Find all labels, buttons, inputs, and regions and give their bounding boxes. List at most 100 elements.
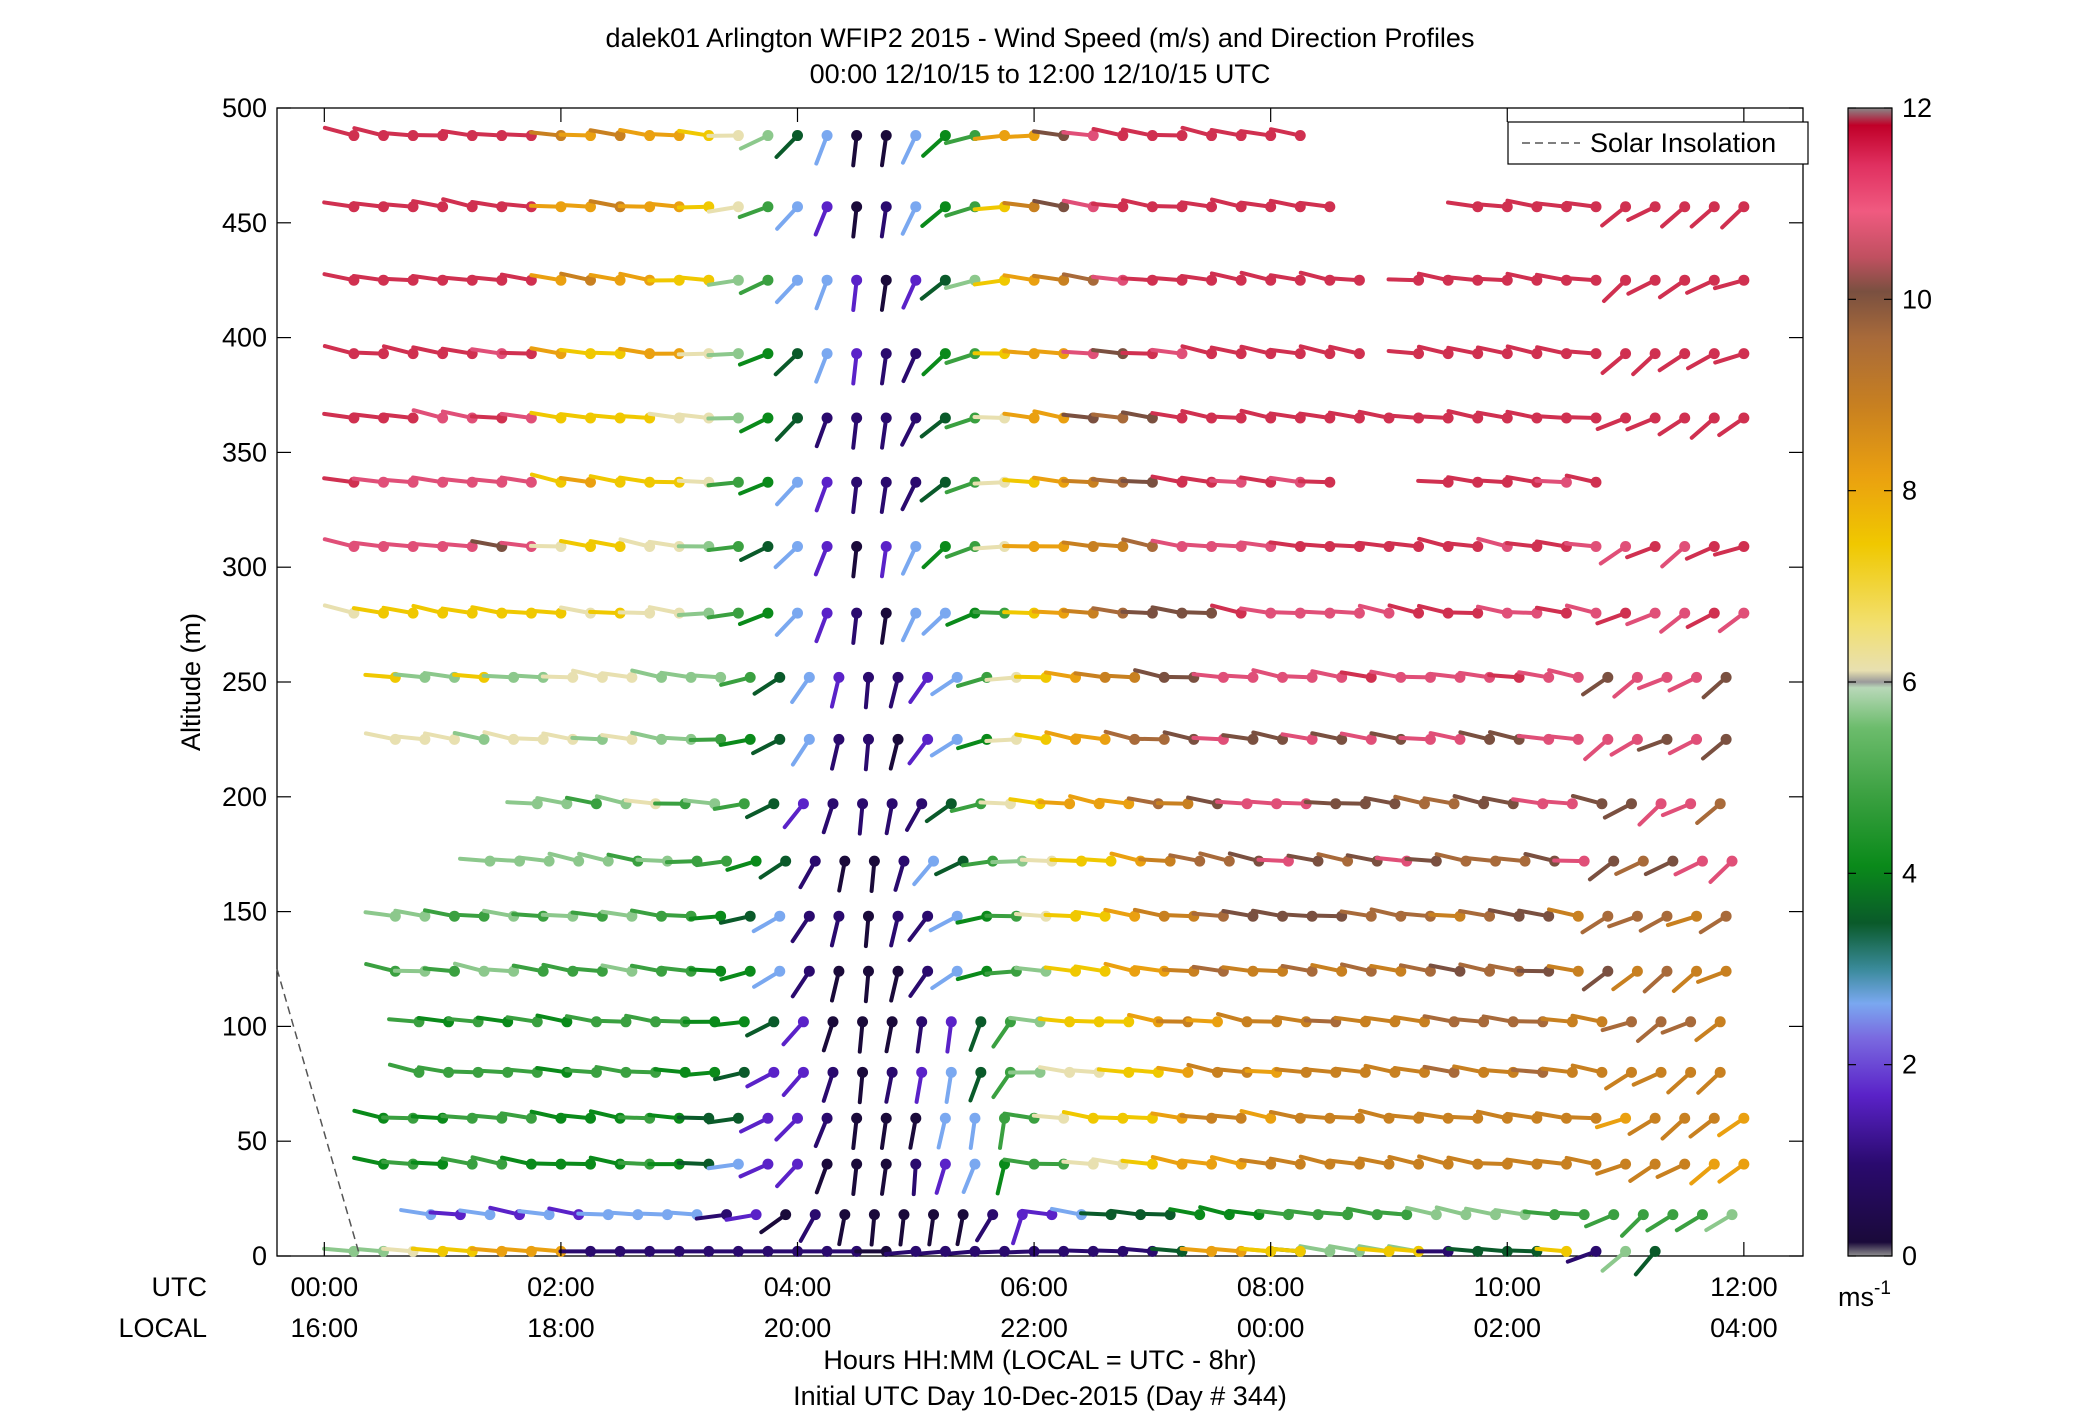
wind-barb-point xyxy=(762,348,774,360)
wind-barb-point xyxy=(1365,965,1377,977)
local-row-label: LOCAL xyxy=(118,1313,207,1343)
wind-barb-point xyxy=(1206,130,1218,142)
wind-barb-point xyxy=(821,348,833,360)
wind-barb-point xyxy=(525,1112,537,1124)
wind-barb-point xyxy=(1472,1112,1484,1124)
wind-barb-point xyxy=(1679,607,1691,619)
wind-barb-point xyxy=(1454,965,1466,977)
wind-barb-point xyxy=(1312,855,1324,867)
x-tick-label-utc: 10:00 xyxy=(1473,1272,1541,1302)
wind-barb-point xyxy=(750,1209,762,1221)
wind-barb-point xyxy=(1566,1016,1578,1028)
wind-barb-point xyxy=(910,607,922,619)
wind-barb-point xyxy=(1631,671,1643,683)
wind-barb-point xyxy=(1442,348,1454,360)
wind-barb-point xyxy=(1685,1016,1697,1028)
wind-barb-point xyxy=(732,1158,744,1170)
wind-barb-point xyxy=(1685,1066,1697,1078)
x-tick-label-local: 02:00 xyxy=(1473,1313,1541,1343)
legend: Solar Insolation xyxy=(1507,121,1809,165)
wind-barb-point xyxy=(1596,798,1608,810)
wind-barb-point xyxy=(945,798,957,810)
wind-barb-point xyxy=(555,607,567,619)
wind-barb-point xyxy=(419,910,431,922)
y-tick-label: 300 xyxy=(222,552,267,582)
wind-barb-point xyxy=(1472,541,1484,553)
y-tick-label: 500 xyxy=(222,93,267,123)
wind-barb-point xyxy=(626,965,638,977)
wind-barb-point xyxy=(1442,412,1454,424)
wind-barb-point xyxy=(1424,965,1436,977)
wind-barb-point xyxy=(644,607,656,619)
wind-barb-point xyxy=(1472,607,1484,619)
wind-barb-point xyxy=(1418,798,1430,810)
wind-barb-point xyxy=(1637,855,1649,867)
wind-barb-point xyxy=(1401,1209,1413,1221)
wind-barb-point xyxy=(614,541,626,553)
wind-barb-point xyxy=(969,1112,981,1124)
wind-barb-point xyxy=(1117,130,1129,142)
wind-barb-point xyxy=(791,1158,803,1170)
wind-barb-point xyxy=(880,607,892,619)
x-tick-label-utc: 12:00 xyxy=(1710,1272,1778,1302)
wind-barb-point xyxy=(1501,348,1513,360)
wind-barb-point xyxy=(857,1016,869,1028)
wind-barb-point xyxy=(1566,1066,1578,1078)
wind-barb-point xyxy=(531,798,543,810)
wind-barb-point xyxy=(1146,1158,1158,1170)
wind-barb-point xyxy=(732,412,744,424)
legend-label: Solar Insolation xyxy=(1590,128,1776,158)
wind-barb-point xyxy=(466,541,478,553)
wind-barb-point xyxy=(1235,348,1247,360)
wind-barb-point xyxy=(762,476,774,488)
wind-barb-point xyxy=(437,412,449,424)
wind-barb-point xyxy=(1602,733,1614,745)
wind-barb-point xyxy=(1158,733,1170,745)
wind-barb-point xyxy=(584,476,596,488)
wind-barb-point xyxy=(898,1209,910,1221)
x-tick-label-utc: 00:00 xyxy=(291,1272,359,1302)
wind-barb-point xyxy=(1631,910,1643,922)
wind-barb-point xyxy=(744,910,756,922)
wind-barb-point xyxy=(803,733,815,745)
wind-barb-point xyxy=(762,541,774,553)
wind-barb-point xyxy=(851,348,863,360)
wind-barb-point xyxy=(1448,798,1460,810)
wind-barb-point xyxy=(1691,965,1703,977)
wind-barb-point xyxy=(1129,910,1141,922)
wind-barb-point xyxy=(715,910,727,922)
wind-barb-point xyxy=(1123,798,1135,810)
wind-barb-point xyxy=(1389,798,1401,810)
y-tick-label: 250 xyxy=(222,667,267,697)
wind-barb-point xyxy=(774,965,786,977)
wind-barb-point xyxy=(1708,201,1720,213)
wind-barb-point xyxy=(1117,541,1129,553)
wind-barb-point xyxy=(1602,965,1614,977)
wind-barb-point xyxy=(1235,274,1247,286)
wind-barb-point xyxy=(1625,1016,1637,1028)
wind-barb-point xyxy=(732,274,744,286)
wind-barb-point xyxy=(1572,733,1584,745)
wind-barb-point xyxy=(590,798,602,810)
wind-barb-point xyxy=(910,274,922,286)
wind-barb-point xyxy=(732,476,744,488)
y-axis-label: Altitude (m) xyxy=(176,613,206,751)
wind-barb-point xyxy=(1324,201,1336,213)
x-tick-label-local: 22:00 xyxy=(1000,1313,1068,1343)
wind-barb-point xyxy=(851,607,863,619)
wind-barb-point xyxy=(1353,607,1365,619)
wind-barb-point xyxy=(791,201,803,213)
wind-barb-point xyxy=(1661,910,1673,922)
wind-barb-point xyxy=(1620,274,1632,286)
wind-barb-point xyxy=(1146,541,1158,553)
wind-barb-point xyxy=(857,798,869,810)
wind-barb-point xyxy=(839,1209,851,1221)
wind-barb-point xyxy=(1649,1158,1661,1170)
wind-barb-point xyxy=(1625,1066,1637,1078)
wind-barb-point xyxy=(1696,855,1708,867)
wind-barb-point xyxy=(1206,607,1218,619)
wind-barb-point xyxy=(1413,1158,1425,1170)
wind-barb-point xyxy=(1294,274,1306,286)
wind-barb-point xyxy=(886,1016,898,1028)
